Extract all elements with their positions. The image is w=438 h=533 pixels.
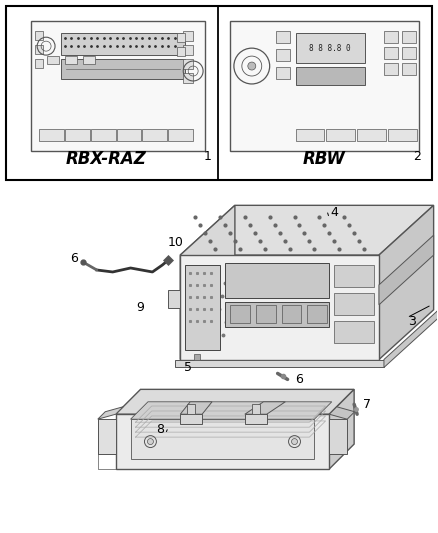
Bar [177, 47, 185, 56]
Bar [225, 263, 329, 298]
Bar [35, 31, 43, 40]
Bar [61, 59, 185, 79]
Bar [296, 67, 365, 85]
Bar [225, 302, 329, 327]
Text: 1: 1 [204, 150, 212, 163]
Bar [252, 404, 260, 414]
Bar [35, 59, 43, 68]
Bar [384, 63, 398, 75]
Bar [35, 45, 43, 54]
Polygon shape [131, 402, 332, 419]
Bar [183, 59, 193, 69]
Bar [65, 56, 77, 64]
Bar [175, 360, 384, 367]
Circle shape [248, 62, 256, 70]
Bar [183, 73, 193, 83]
Polygon shape [180, 402, 212, 414]
Bar [83, 56, 95, 64]
Bar [402, 31, 416, 43]
Bar [91, 129, 116, 141]
Bar [256, 305, 276, 322]
Bar [116, 414, 329, 469]
Bar [65, 129, 90, 141]
Bar [384, 31, 398, 43]
Bar [357, 129, 386, 141]
Bar [334, 321, 374, 343]
Text: 7: 7 [363, 398, 371, 411]
Bar [168, 290, 180, 308]
Text: 5: 5 [184, 361, 192, 374]
Bar [180, 255, 379, 360]
Bar [307, 305, 327, 322]
Text: 9: 9 [137, 301, 145, 314]
Polygon shape [329, 389, 354, 469]
Bar [245, 414, 267, 424]
Bar [177, 33, 185, 42]
Bar [47, 56, 59, 64]
Bar [230, 305, 250, 322]
Bar [276, 67, 290, 79]
Text: 10: 10 [167, 236, 183, 248]
Bar [334, 293, 374, 315]
Bar [388, 129, 417, 141]
Bar [334, 265, 374, 287]
Bar [326, 129, 355, 141]
Text: 6: 6 [70, 252, 78, 264]
Bar [117, 129, 141, 141]
Bar [384, 47, 398, 59]
Bar [402, 63, 416, 75]
Bar [187, 404, 195, 414]
Bar [168, 129, 193, 141]
Bar [296, 129, 324, 141]
Bar [183, 31, 193, 41]
Bar [185, 265, 220, 350]
Bar [7, 6, 431, 181]
Text: 6: 6 [296, 373, 304, 386]
Bar [276, 31, 290, 43]
Text: 8 8 8.8 0: 8 8 8.8 0 [310, 44, 351, 53]
Bar [183, 45, 193, 55]
Polygon shape [379, 235, 434, 305]
Bar [296, 33, 365, 63]
Polygon shape [116, 389, 354, 414]
Bar [61, 33, 185, 55]
Bar [180, 414, 202, 424]
Bar [282, 305, 301, 322]
Text: RBW: RBW [303, 150, 346, 167]
Text: 2: 2 [413, 150, 420, 163]
Bar [142, 129, 167, 141]
Text: 8: 8 [156, 423, 164, 435]
Bar [402, 47, 416, 59]
Polygon shape [384, 310, 438, 367]
Polygon shape [379, 205, 434, 360]
Circle shape [292, 439, 297, 445]
Bar [230, 21, 419, 151]
Bar [329, 419, 347, 454]
Polygon shape [98, 407, 123, 419]
Bar [276, 49, 290, 61]
Polygon shape [180, 205, 434, 255]
Bar [39, 129, 64, 141]
Bar [31, 21, 205, 151]
Circle shape [148, 439, 153, 445]
Polygon shape [329, 407, 355, 419]
Text: 4: 4 [330, 206, 338, 219]
Polygon shape [245, 402, 285, 414]
Polygon shape [180, 205, 235, 360]
Bar [98, 419, 116, 454]
Text: RBX-RAZ: RBX-RAZ [65, 150, 146, 167]
Bar [131, 419, 314, 459]
Text: 3: 3 [408, 315, 416, 328]
